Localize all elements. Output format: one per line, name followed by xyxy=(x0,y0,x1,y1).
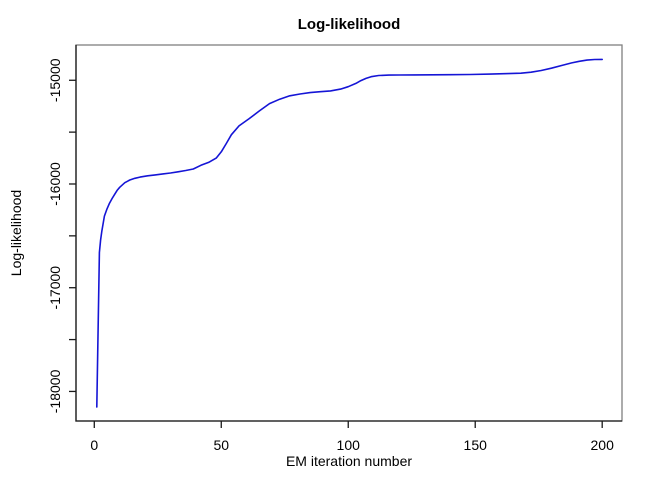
chart-title: Log-likelihood xyxy=(298,16,401,33)
x-tick-label: 0 xyxy=(90,437,98,453)
x-tick-label: 100 xyxy=(337,437,361,453)
y-tick-label: -16000 xyxy=(47,162,63,206)
y-axis-label: Log-likelihood xyxy=(8,190,24,276)
x-tick-label: 150 xyxy=(464,437,488,453)
x-axis-label: EM iteration number xyxy=(286,453,412,469)
loglikelihood-line xyxy=(96,58,604,408)
y-tick-label: -15000 xyxy=(47,58,63,102)
x-tick-label: 200 xyxy=(591,437,615,453)
plot-border-box xyxy=(75,44,623,422)
axes-ticks-layer: 0 50 100 150 200 -18000 -17000 -16000 -15000 xyxy=(47,58,614,453)
axis-lines xyxy=(75,45,622,422)
x-tick-label: 50 xyxy=(213,437,229,453)
y-tick-label: -17000 xyxy=(47,266,63,310)
y-tick-label: -18000 xyxy=(47,369,63,413)
